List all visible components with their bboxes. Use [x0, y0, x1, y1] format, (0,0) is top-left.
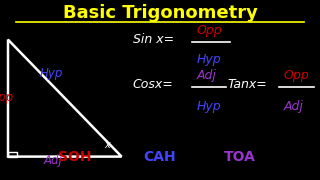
Text: Hyp: Hyp [197, 100, 221, 113]
Text: SOH: SOH [59, 150, 92, 164]
Text: Opp: Opp [0, 91, 14, 104]
Text: Cosx=: Cosx= [133, 78, 173, 91]
Text: TOA: TOA [224, 150, 256, 164]
Text: Basic Trigonometry: Basic Trigonometry [63, 4, 257, 22]
Text: Hyp: Hyp [197, 53, 221, 66]
Text: Hyp: Hyp [39, 67, 63, 80]
Text: Opp: Opp [197, 24, 222, 37]
Text: Adj: Adj [44, 154, 62, 167]
Text: Sin x=: Sin x= [133, 33, 174, 46]
Text: Adj: Adj [197, 69, 217, 82]
Text: Tanx=: Tanx= [227, 78, 267, 91]
Text: Opp: Opp [283, 69, 309, 82]
Text: x: x [104, 140, 110, 150]
Text: CAH: CAH [144, 150, 176, 164]
Text: Adj: Adj [283, 100, 303, 113]
